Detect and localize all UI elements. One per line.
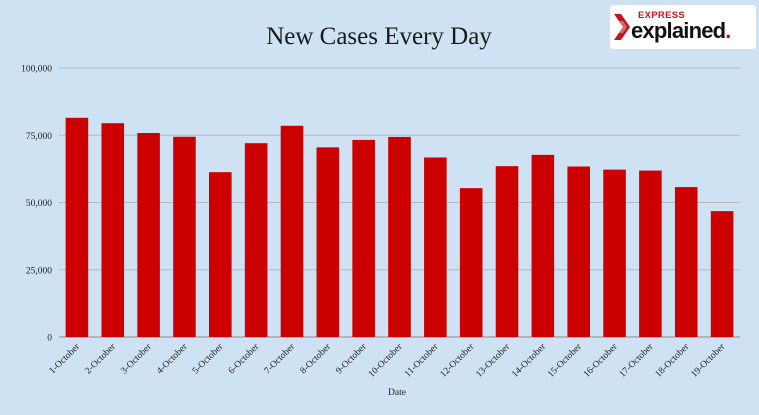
bar — [208, 172, 232, 337]
bar — [603, 169, 626, 337]
bar — [65, 117, 89, 337]
x-tick-label: 17-October — [618, 341, 656, 379]
bar — [424, 157, 447, 337]
logo-explained-text: explained. — [631, 18, 731, 44]
bar — [316, 147, 340, 337]
bar — [352, 139, 375, 337]
x-tick-label: 13-October — [474, 341, 512, 379]
y-tick-label: 50,000 — [26, 199, 52, 209]
bar — [388, 136, 411, 337]
x-tick-label: 5-October — [191, 341, 226, 376]
bar — [495, 166, 519, 337]
x-axis-ticks: 1-October 2-October 3-October 4-October 5-Oc… — [48, 341, 728, 379]
x-axis-label: Date — [388, 388, 406, 398]
x-tick-label: 1-October — [48, 341, 83, 376]
x-tick-label: 11-October — [403, 341, 441, 379]
bar — [459, 188, 483, 337]
x-tick-label: 19-October — [690, 341, 728, 379]
x-tick-label: 10-October — [367, 341, 405, 379]
bar — [567, 166, 591, 337]
y-tick-label: 100,000 — [21, 65, 52, 75]
chart-title: New Cases Every Day — [266, 23, 492, 50]
bar — [710, 211, 734, 337]
bar — [173, 136, 196, 337]
logo-explained-word: explained — [631, 18, 726, 43]
bar — [244, 143, 268, 337]
y-tick-label: 25,000 — [26, 266, 52, 276]
bar — [137, 133, 160, 337]
x-tick-label: 15-October — [546, 341, 584, 379]
x-tick-label: 4-October — [155, 341, 190, 376]
bars — [65, 117, 734, 337]
logo-dot: . — [725, 18, 731, 43]
bar — [639, 170, 662, 337]
y-axis-ticks: 0 25,000 50,000 75,000 100,000 — [21, 65, 52, 344]
x-tick-label: 18-October — [654, 341, 692, 379]
x-tick-label: 3-October — [119, 341, 154, 376]
bar — [101, 123, 125, 337]
x-tick-label: 8-October — [299, 341, 334, 376]
bar — [674, 187, 698, 337]
logo-express-text: EXPRESS — [638, 10, 685, 21]
y-tick-label: 0 — [47, 334, 52, 344]
logo-chevron-icon — [614, 14, 630, 40]
bar — [280, 125, 304, 337]
y-tick-label: 75,000 — [26, 132, 52, 142]
x-tick-label: 16-October — [582, 341, 620, 379]
x-tick-label: 7-October — [263, 341, 298, 376]
x-tick-label: 2-October — [84, 341, 119, 376]
bar — [531, 154, 555, 337]
x-tick-label: 9-October — [334, 341, 369, 376]
express-explained-logo: EXPRESS explained. — [610, 5, 756, 49]
x-tick-label: 14-October — [510, 341, 548, 379]
x-tick-label: 12-October — [439, 341, 477, 379]
x-tick-label: 6-October — [227, 341, 262, 376]
